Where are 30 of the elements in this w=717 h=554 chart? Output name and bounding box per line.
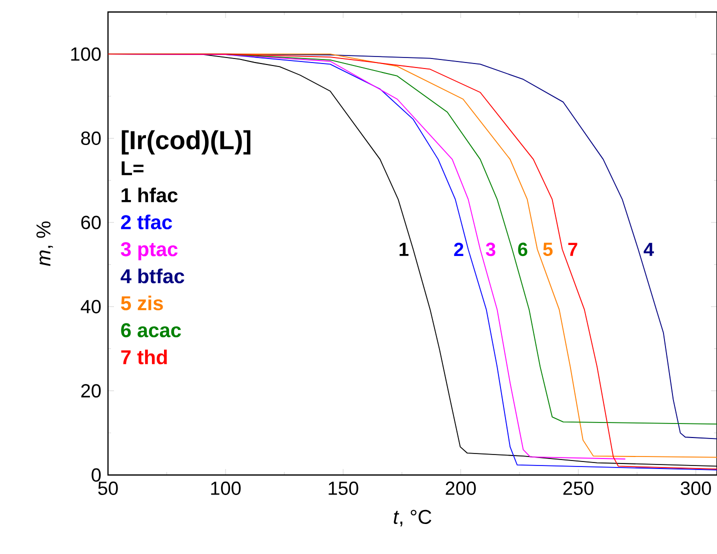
text: [Ir(cod)(L)] (122, 130, 250, 154)
annotation: 4 (644, 242, 654, 256)
x-tick-label: 250 (563, 482, 594, 495)
annotation: 3 (486, 242, 496, 256)
text: 7 thd (121, 350, 167, 364)
annotation: 1 (400, 242, 408, 256)
annotation: 6 (518, 242, 528, 256)
x-tick-label: 50 (98, 482, 118, 495)
text: 2 tfac (121, 214, 172, 230)
annotation: 2 (454, 242, 464, 256)
text: 4 btfac (120, 268, 184, 284)
text: 5 zis (120, 296, 163, 310)
legend-title: L= (122, 161, 144, 176)
x-axis-title: t, °C (394, 510, 432, 526)
text: 6 acac (121, 323, 181, 338)
x-tick-label: 150 (328, 482, 358, 495)
annotation: 5 (543, 242, 553, 256)
y-tick-label: 0 (92, 468, 101, 482)
y-tick-label: 40 (80, 300, 101, 314)
text: 3 ptac (120, 242, 178, 260)
x-tick-label: 100 (211, 482, 241, 495)
x-tick-label: 200 (446, 482, 476, 495)
y-tick-label: 60 (81, 216, 101, 230)
annotation: 7 (568, 242, 578, 256)
y-tick-label: 80 (81, 132, 101, 145)
x-tick-label: 300 (680, 482, 711, 495)
text: 1 hfac (122, 188, 178, 202)
y-tick-label: 20 (81, 384, 101, 398)
y-tick-label: 100 (71, 47, 101, 61)
y-axis-title: m, % (36, 221, 53, 266)
